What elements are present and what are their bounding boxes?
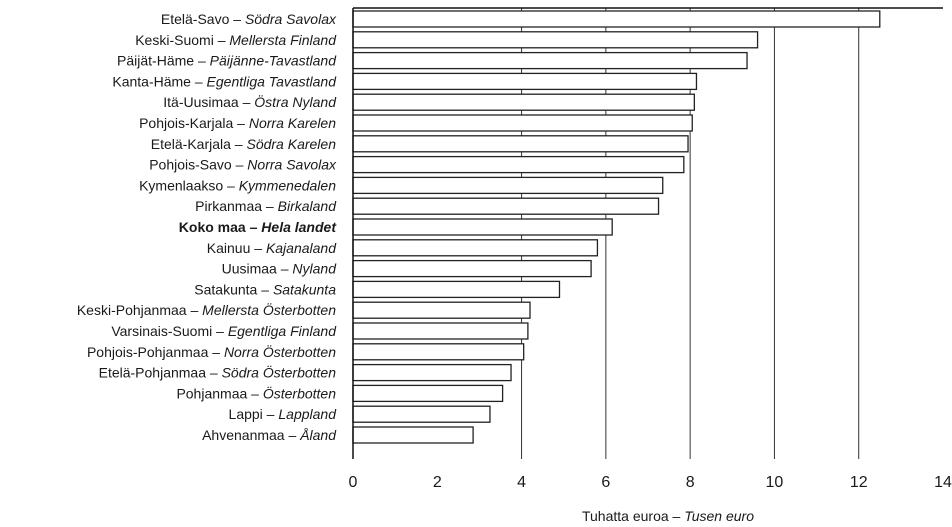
bar [352,31,759,49]
category-label: Kainuu – Kajanaland [207,240,337,256]
bar [352,114,693,132]
bar [352,405,491,423]
category-label: Kymenlaakso – Kymmenedalen [139,177,336,193]
bars [352,10,881,444]
category-label: Kanta-Häme – Egentliga Tavastland [112,73,337,89]
category-label: Keski-Suomi – Mellersta Finland [135,32,337,48]
x-axis-title-sep: – [669,508,685,524]
category-label: Satakunta – Satakunta [194,281,336,297]
category-label: Etelä-Pohjanmaa – Södra Österbotten [99,364,337,381]
category-label: Ahvenanmaa – Åland [202,427,337,443]
x-tick-label: 14 [934,474,952,491]
x-tick-label: 0 [349,474,358,491]
bar [352,93,696,111]
bar [352,10,881,28]
category-label: Pohjanmaa – Österbotten [176,384,336,401]
category-label: Uusimaa – Nyland [222,261,338,277]
bar [352,197,660,215]
category-label: Pohjois-Savo – Norra Savolax [149,157,337,173]
bar [352,426,474,444]
category-label: Keski-Pohjanmaa – Mellersta Österbotten [77,301,336,318]
category-label: Pirkanmaa – Birkaland [195,198,337,214]
category-label: Pohjois-Karjala – Norra Karelen [139,115,336,131]
bar [352,301,531,319]
category-labels: Etelä-Savo – Södra Savolax Keski-Suomi – … [77,11,337,443]
category-label: Etelä-Karjala – Södra Karelen [151,136,336,152]
x-axis-title-sv: Tusen euro [684,508,754,524]
x-axis-title-fi: Tuhatta euroa [582,508,669,524]
bar [352,363,512,382]
axes [352,7,943,459]
category-label: Pohjois-Pohjanmaa – Norra Österbotten [87,343,336,360]
category-label: Koko maa – Hela landet [179,219,338,235]
bar [352,51,748,70]
category-label: Varsinais-Suomi – Egentliga Finland [111,323,337,339]
bar [352,155,685,174]
bar [352,280,561,299]
bar [352,135,689,153]
bar [352,259,592,278]
x-tick-label: 6 [601,474,610,491]
x-tick-label: 4 [517,474,526,491]
x-tick-label: 12 [850,474,868,491]
bar [352,239,599,257]
x-axis-title: Tuhatta euroa – Tusen euro [582,508,754,524]
bar [352,218,613,236]
category-label: Etelä-Savo – Södra Savolax [161,11,337,27]
x-tick-label: 8 [686,474,695,491]
x-tick-labels: 0 2 4 6 8 10 12 14 [349,474,952,491]
x-tick-label: 10 [766,474,784,491]
category-label: Lappi – Lappland [229,406,338,422]
x-tick-label: 2 [433,474,442,491]
category-label: Päijät-Häme – Päijänne-Tavastland [117,53,337,69]
bar [352,72,698,91]
category-label: Itä-Uusimaa – Östra Nyland [163,93,337,110]
bar [352,384,504,403]
bar [352,322,529,340]
bar [352,176,664,195]
bar [352,343,525,361]
